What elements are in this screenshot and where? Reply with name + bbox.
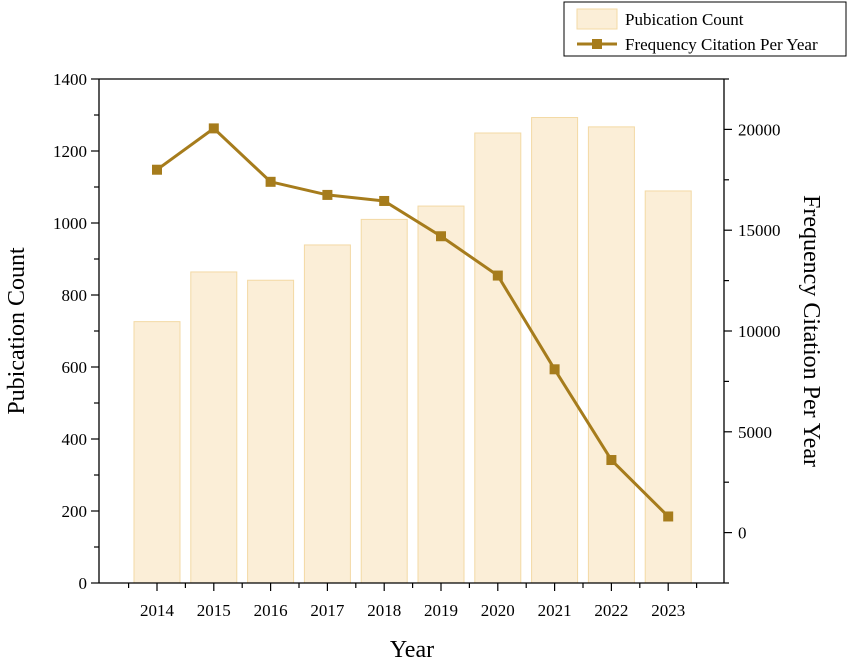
line-series	[152, 123, 674, 522]
bar-2016	[247, 279, 295, 584]
left-tick-label: 1400	[53, 70, 87, 89]
left-axis-ticks: 0 200 400 600 800 1000 1200 1400	[53, 70, 99, 593]
legend-bar-swatch	[576, 8, 618, 30]
citation-point-2014	[152, 164, 162, 175]
x-tick-label: 2017	[310, 601, 345, 620]
citation-point-2022	[606, 455, 617, 466]
left-tick-label: 0	[79, 574, 88, 593]
bar-2014	[133, 321, 181, 584]
legend-label-bars: Pubication Count	[625, 10, 744, 29]
bar-2021	[531, 117, 579, 584]
x-tick-label: 2020	[481, 601, 515, 620]
left-tick-label: 200	[62, 502, 88, 521]
x-tick-label: 2022	[594, 601, 628, 620]
right-axis-ticks: 0 5000 10000 15000 20000	[724, 78, 781, 584]
right-tick-label: 20000	[738, 120, 781, 139]
bar-2020	[474, 132, 522, 584]
left-tick-label: 1200	[53, 142, 87, 161]
bar-series	[133, 117, 692, 584]
left-tick-label: 400	[62, 430, 88, 449]
x-tick-label: 2019	[424, 601, 458, 620]
citation-point-2016	[265, 176, 276, 187]
y2-axis-title: Frequency Citation Per Year	[798, 195, 824, 467]
x-tick-label: 2018	[367, 601, 401, 620]
bar-2015	[190, 271, 238, 584]
x-tick-label: 2014	[140, 601, 175, 620]
x-tick-label: 2023	[651, 601, 685, 620]
left-tick-label: 800	[62, 286, 88, 305]
legend-label-line: Frequency Citation Per Year	[625, 35, 818, 54]
bar-2022	[587, 126, 635, 584]
bar-2018	[360, 218, 408, 584]
x-tick-label: 2016	[254, 601, 288, 620]
bar-2023	[644, 190, 692, 584]
x-tick-label: 2015	[197, 601, 231, 620]
right-tick-label: 15000	[738, 221, 781, 240]
left-tick-label: 600	[62, 358, 88, 377]
right-tick-label: 5000	[738, 423, 772, 442]
right-tick-label: 10000	[738, 322, 781, 341]
legend: Pubication Count Frequency Citation Per …	[563, 1, 847, 57]
citation-point-2015	[208, 123, 219, 134]
bar-2019	[417, 205, 465, 584]
citation-point-2017	[322, 189, 333, 200]
x-tick-label: 2021	[538, 601, 572, 620]
citation-point-2018	[379, 195, 390, 206]
right-tick-label: 0	[738, 524, 747, 543]
citation-point-2023	[663, 511, 674, 522]
legend-line-marker	[592, 39, 602, 49]
x-axis-title: Year	[390, 637, 434, 663]
citation-line	[156, 126, 670, 518]
citation-point-2020	[492, 270, 503, 281]
x-axis-ticks: 2014 2015 2016 2017 2018 2019 2020 2021 2022 2023	[128, 583, 698, 620]
citation-point-2021	[549, 364, 560, 375]
bar-2017	[303, 244, 351, 584]
left-tick-label: 1000	[53, 214, 87, 233]
citation-point-2019	[436, 231, 446, 242]
y-axis-title: Pubication Count	[4, 247, 30, 415]
